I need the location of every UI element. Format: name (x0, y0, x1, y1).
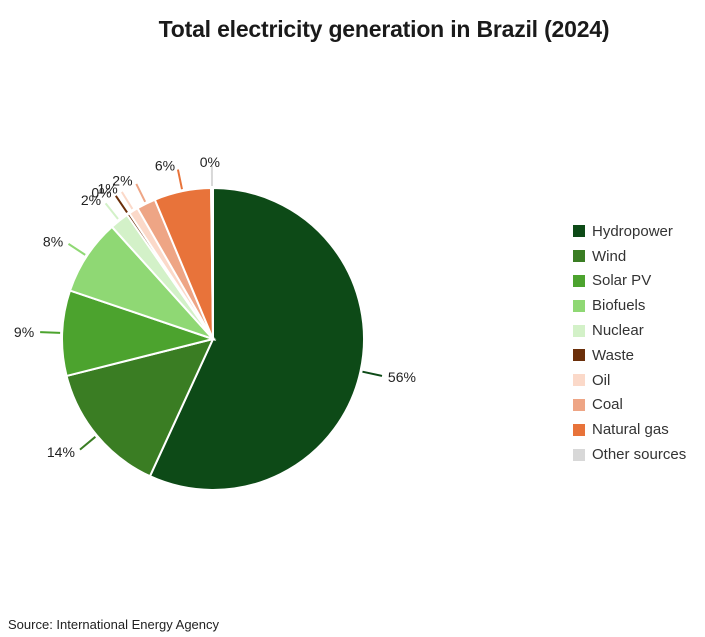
legend-item-hydropower: Hydropower (573, 219, 686, 244)
data-label-nuclear: 2% (81, 192, 101, 208)
leader-line-nuclear (104, 202, 119, 220)
legend-label: Solar PV (592, 272, 652, 290)
pie-slice-other-sources (210, 186, 214, 340)
legend-label: Natural gas (592, 421, 669, 439)
leader-line-coal (135, 183, 147, 203)
legend-item-other-sources: Other sources (573, 442, 686, 467)
legend-swatch (573, 299, 585, 312)
pie-slice-wind (65, 337, 215, 478)
leader-line-solar-pv (40, 331, 61, 334)
legend-swatch (573, 250, 585, 263)
leader-line-biofuels (67, 243, 86, 256)
pie-slice-solar-pv (61, 289, 217, 378)
legend-label: Wind (592, 247, 627, 265)
legend-label: Other sources (592, 446, 687, 464)
legend-swatch (573, 274, 585, 287)
legend-item-biofuels: Biofuels (573, 293, 686, 318)
legend-item-solar-pv: Solar PV (573, 269, 686, 294)
legend-swatch (573, 324, 585, 337)
data-label-coal: 2% (112, 172, 132, 188)
legend-label: Biofuels (592, 297, 646, 315)
legend-item-wind: Wind (573, 244, 686, 269)
legend-swatch (573, 423, 585, 436)
data-label-wind: 14% (47, 444, 75, 460)
leader-line-hydropower (362, 370, 383, 377)
data-label-natural-gas: 6% (155, 158, 175, 174)
leader-line-waste (115, 195, 128, 213)
legend-label: Nuclear (592, 322, 644, 340)
source-note: Source: International Energy Agency (8, 617, 220, 632)
legend-swatch (573, 448, 585, 461)
legend-label: Coal (592, 396, 623, 414)
legend-item-waste: Waste (573, 343, 686, 368)
legend: Hydropower Wind Solar PV Biofuels Nuclear Was… (573, 219, 686, 467)
data-label-waste: 0% (91, 185, 111, 201)
data-label-solar-pv: 9% (14, 324, 34, 340)
legend-item-coal: Coal (573, 393, 686, 418)
legend-swatch (573, 225, 585, 238)
legend-item-nuclear: Nuclear (573, 318, 686, 343)
legend-swatch (573, 374, 585, 387)
legend-swatch (573, 398, 585, 411)
data-label-oil: 1% (98, 181, 118, 197)
legend-swatch (573, 349, 585, 362)
leader-line-oil (120, 191, 134, 210)
leader-line-natural-gas (176, 169, 183, 190)
data-label-hydropower: 56% (388, 369, 416, 385)
data-label-biofuels: 8% (43, 234, 63, 250)
data-label-other-sources: 0% (200, 154, 220, 170)
legend-label: Waste (592, 346, 634, 364)
legend-label: Oil (592, 371, 611, 389)
pie-slice-hydropower (148, 186, 365, 491)
legend-item-oil: Oil (573, 368, 686, 393)
legend-label: Hydropower (592, 222, 673, 240)
chart-title: Total electricity generation in Brazil (… (158, 16, 610, 42)
leader-line-wind (79, 436, 97, 451)
legend-item-natural-gas: Natural gas (573, 417, 686, 442)
